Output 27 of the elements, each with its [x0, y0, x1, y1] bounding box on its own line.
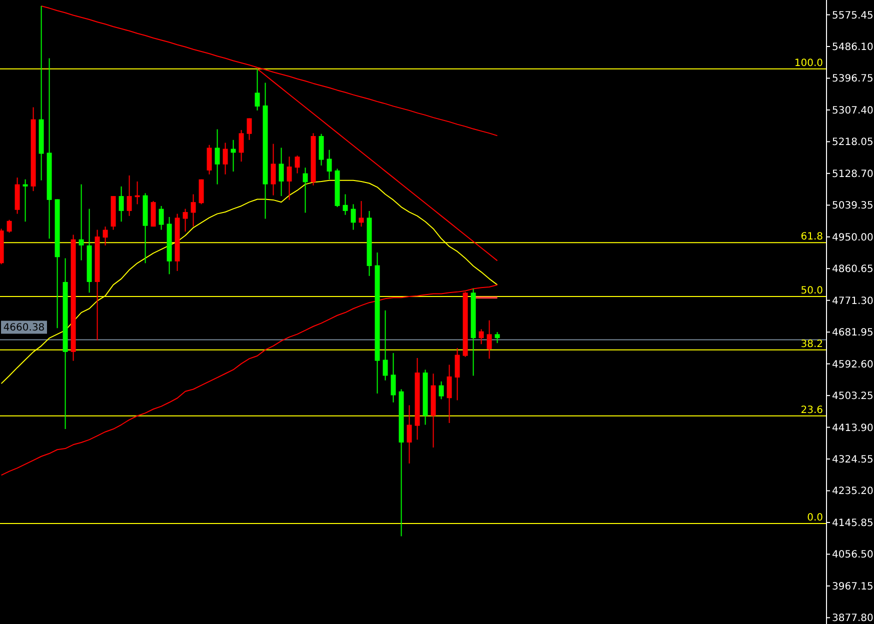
y-tick-label: 4413.90: [832, 422, 874, 434]
y-tick-label: 4950.00: [832, 232, 874, 244]
y-tick-label: 5486.10: [832, 42, 874, 53]
y-tick-label: 5039.35: [832, 200, 874, 212]
y-tick-label: 5218.05: [832, 137, 874, 148]
y-tick-label: 5128.70: [832, 168, 874, 180]
y-tick-label: 4503.25: [832, 391, 874, 402]
y-tick-label: 4235.20: [832, 486, 874, 498]
annotation: 0.0: [807, 512, 823, 524]
y-tick-label: 4324.55: [832, 454, 874, 466]
annotation: 23.6: [800, 404, 823, 416]
y-tick-label: 4056.50: [832, 550, 874, 561]
y-tick-label: 4681.95: [832, 328, 874, 339]
y-tick-label: 4145.85: [832, 518, 874, 529]
annotation: 61.8: [800, 232, 823, 243]
y-tick-label: 4860.65: [832, 264, 874, 276]
annotation: 38.2: [800, 338, 823, 350]
y-tick-label: 4592.60: [832, 359, 874, 370]
y-tick-label: 5396.75: [832, 74, 874, 85]
y-tick-label: 5307.40: [832, 105, 874, 116]
annotation: 100.0: [794, 58, 823, 69]
y-tick-label: 3967.15: [832, 581, 874, 592]
annotation: 50.0: [800, 286, 823, 297]
y-tick-label: 5575.45: [832, 10, 874, 22]
y-tick-label: 4771.30: [832, 296, 874, 307]
y-tick-label: 3877.80: [832, 613, 874, 624]
ref-line-label: 4660.38: [3, 322, 45, 334]
